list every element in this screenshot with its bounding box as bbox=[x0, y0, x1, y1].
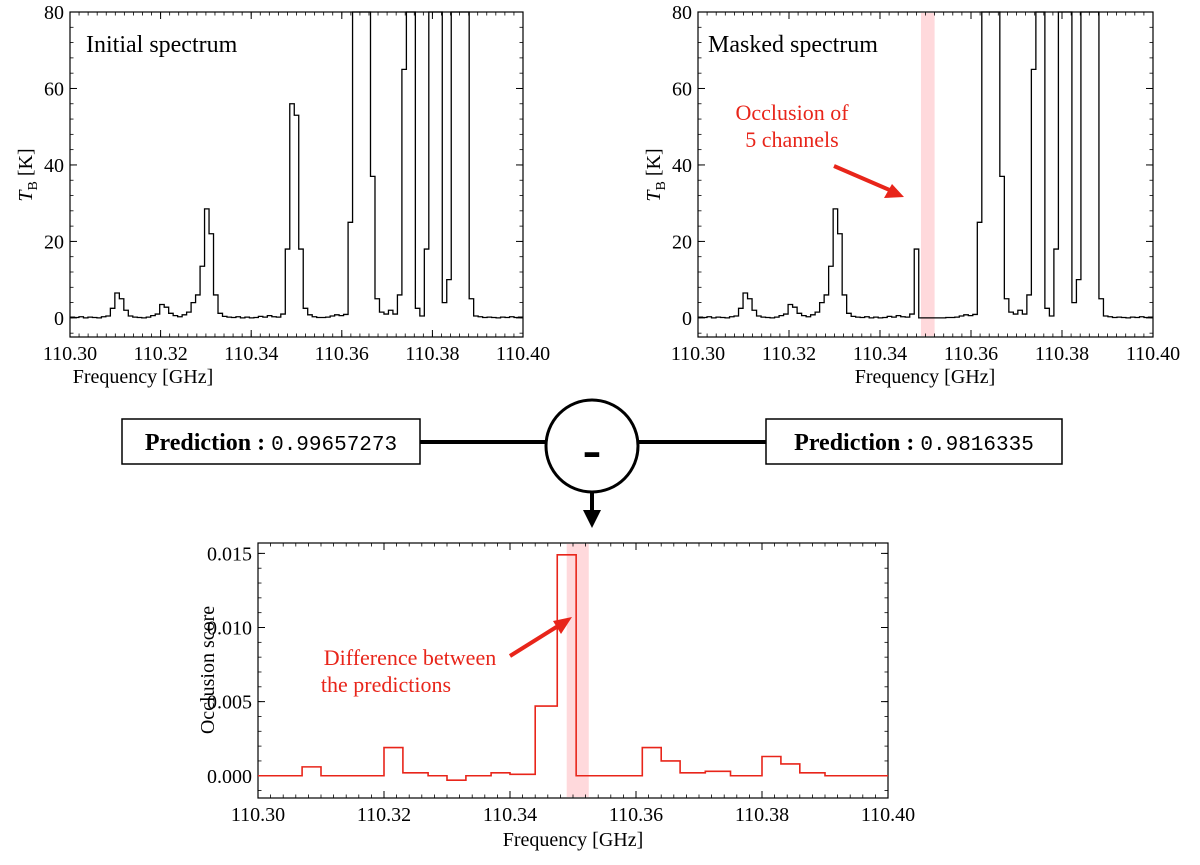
initial-ylabel-subscript: B bbox=[26, 181, 41, 190]
masked-xtick-label: 110.36 bbox=[944, 343, 998, 365]
initial-xtick-label: 110.38 bbox=[405, 343, 459, 365]
initial-xtick-label: 110.34 bbox=[224, 343, 278, 365]
occlusion-annotation-line1: Difference between bbox=[324, 645, 496, 670]
right-prediction-label: Prediction bbox=[794, 430, 900, 456]
left-prediction-value: 0.99657273 bbox=[271, 434, 397, 457]
initial-ytick-label: 80 bbox=[44, 2, 64, 24]
masked-annotation-line1: Occlusion of bbox=[735, 100, 849, 125]
masked-ylabel-unit: [K] bbox=[643, 148, 665, 176]
initial-spectrum-line bbox=[70, 11, 523, 319]
left-prediction-text: Prediction : 0.99657273 bbox=[145, 430, 397, 457]
initial-ytick-label: 20 bbox=[44, 231, 64, 253]
masked-xtick-label: 110.32 bbox=[762, 343, 816, 365]
initial-xtick-label: 110.36 bbox=[315, 343, 369, 365]
initial-xlabel: Frequency [GHz] bbox=[73, 366, 214, 388]
initial-ytick-label: 40 bbox=[44, 155, 64, 177]
left-prediction-label: Prediction bbox=[145, 430, 251, 456]
masked-ylabel-subscript: B bbox=[654, 181, 669, 190]
occlusion-xtick-label: 110.34 bbox=[483, 804, 537, 826]
down-arrow-head bbox=[583, 510, 601, 528]
occlusion-annotation-line2: the predictions bbox=[321, 672, 451, 697]
initial-title: Initial spectrum bbox=[86, 32, 238, 58]
initial-xtick-label: 110.30 bbox=[43, 343, 97, 365]
occlusion-xtick-label: 110.36 bbox=[609, 804, 663, 826]
initial-ytick-label: 60 bbox=[44, 78, 64, 100]
initial-ytick-label: 0 bbox=[54, 308, 64, 330]
masked-xlabel: Frequency [GHz] bbox=[855, 366, 996, 388]
right-prediction-box bbox=[765, 418, 1063, 465]
occlusion-annotation-arrow-shaft bbox=[508, 624, 560, 658]
masked-xtick-label: 110.34 bbox=[853, 343, 907, 365]
subtract-operator-symbol: - bbox=[583, 419, 602, 481]
masked-annotation-line2: 5 channels bbox=[745, 127, 838, 152]
masked-ytick-label: 80 bbox=[672, 2, 692, 24]
occlusion-ylabel: Occlusion score bbox=[197, 606, 219, 734]
initial-plot-frame bbox=[69, 11, 524, 338]
initial-ticks: 110.30 110.32 110.34 110.36 110.38 110.40 0 20 4… bbox=[43, 2, 550, 365]
occlusion-xlabel: Frequency [GHz] bbox=[503, 829, 644, 851]
occlusion-ytick-label: 0.005 bbox=[207, 692, 252, 714]
initial-ylabel-symbol: T bbox=[15, 189, 37, 202]
masked-annotation-arrow-head bbox=[884, 184, 904, 198]
occlusion-xtick-label: 110.30 bbox=[231, 804, 285, 826]
masked-ticks: 110.30 110.32 110.34 110.36 110.38 110.40 0 20 4… bbox=[671, 2, 1180, 365]
initial-xtick-label: 110.32 bbox=[133, 343, 187, 365]
initial-xtick-label: 110.40 bbox=[496, 343, 550, 365]
right-prediction-value: 0.9816335 bbox=[920, 434, 1033, 457]
occlusion-ytick-label: 0.015 bbox=[207, 543, 252, 565]
masked-ylabel: TB [K] bbox=[643, 148, 669, 201]
occlusion-xtick-label: 110.38 bbox=[735, 804, 789, 826]
masked-ytick-label: 0 bbox=[682, 308, 692, 330]
occlusion-highlight-band bbox=[566, 544, 589, 797]
masked-spectrum-panel: 110.30 110.32 110.34 110.36 110.38 110.40 0 20 4… bbox=[643, 2, 1180, 388]
occlusion-ytick-label: 0.000 bbox=[207, 766, 252, 788]
left-prediction-box bbox=[121, 418, 421, 465]
initial-ylabel: TB [K] bbox=[15, 148, 41, 201]
left-prediction-sep: : bbox=[251, 430, 271, 456]
occlusion-score-line bbox=[258, 554, 888, 782]
occlusion-ticks: 110.30 110.32 110.34 110.36 110.38 110.40 0.00… bbox=[207, 543, 915, 826]
masked-xtick-label: 110.40 bbox=[1126, 343, 1180, 365]
masked-xtick-label: 110.30 bbox=[671, 343, 725, 365]
initial-spectrum-panel: 110.30 110.32 110.34 110.36 110.38 110.40 0 20 4… bbox=[15, 2, 550, 388]
masked-annotation-arrow-shaft bbox=[833, 164, 893, 193]
masked-ytick-label: 60 bbox=[672, 78, 692, 100]
occlusion-xtick-label: 110.40 bbox=[861, 804, 915, 826]
occlusion-score-panel: 110.30 110.32 110.34 110.36 110.38 110.40 0.00… bbox=[197, 542, 915, 851]
prediction-difference-diagram: Prediction : 0.99657273 Prediction : 0.9… bbox=[121, 398, 1063, 528]
masked-ytick-label: 40 bbox=[672, 155, 692, 177]
occlusion-ytick-label: 0.010 bbox=[207, 618, 252, 640]
masked-ylabel-symbol: T bbox=[643, 189, 665, 202]
masked-spectrum-line bbox=[698, 11, 1153, 319]
masked-xtick-label: 110.38 bbox=[1035, 343, 1089, 365]
masked-occlusion-band bbox=[920, 13, 935, 336]
occlusion-xtick-label: 110.32 bbox=[357, 804, 411, 826]
initial-ylabel-unit: [K] bbox=[15, 148, 37, 176]
masked-ytick-label: 20 bbox=[672, 231, 692, 253]
masked-title: Masked spectrum bbox=[708, 32, 878, 58]
right-prediction-sep: : bbox=[900, 430, 920, 456]
occlusion-annotation-arrow-head bbox=[553, 617, 572, 634]
right-prediction-text: Prediction : 0.9816335 bbox=[794, 430, 1034, 457]
